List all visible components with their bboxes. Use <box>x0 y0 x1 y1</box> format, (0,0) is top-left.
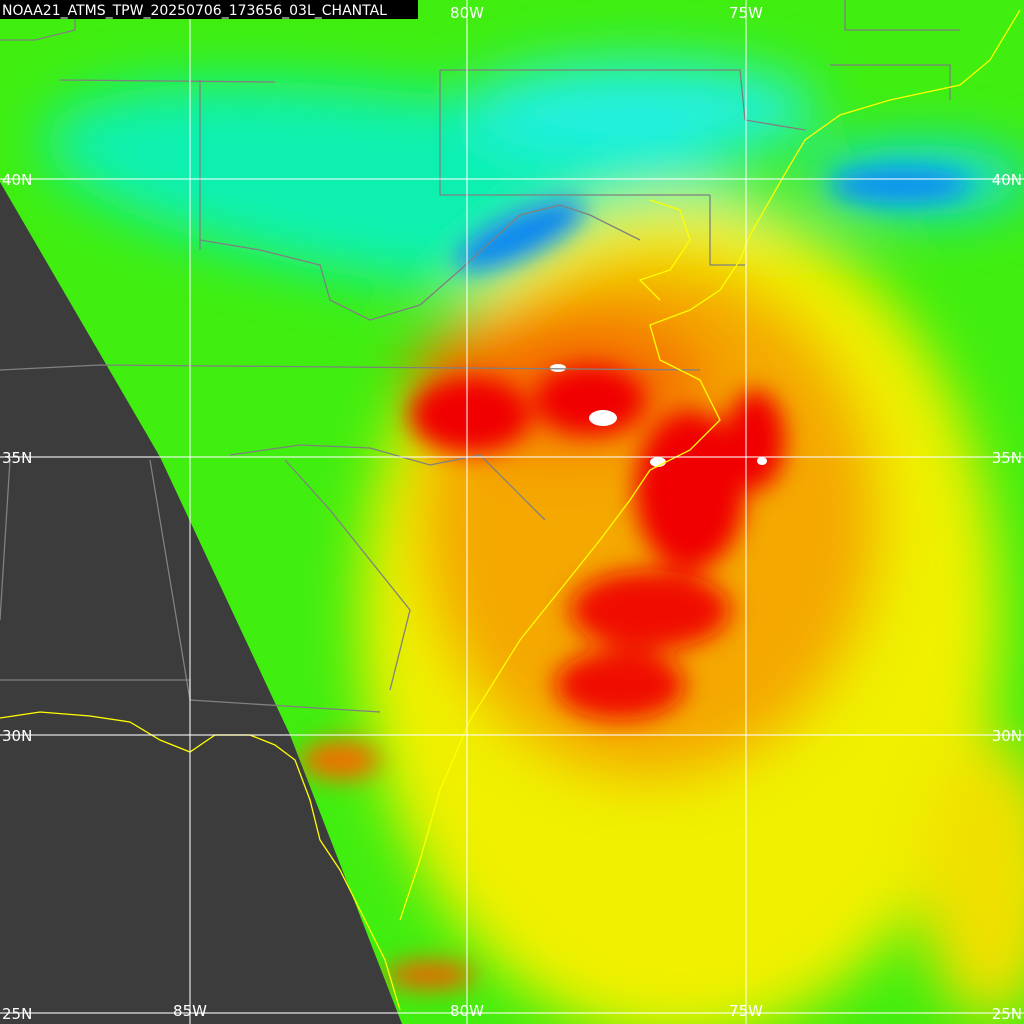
red-cell <box>535 365 645 435</box>
max-spot <box>550 364 566 372</box>
lat-label: 30N <box>2 727 32 745</box>
state-border <box>149 459 191 701</box>
state-border <box>709 195 745 266</box>
red-cell <box>725 390 785 490</box>
no-data-area <box>0 182 402 1024</box>
yellow-zone <box>920 740 1024 1020</box>
state-border <box>830 64 951 100</box>
lat-label: 30N <box>992 727 1022 745</box>
coastline <box>0 711 401 1011</box>
dry-spot <box>455 199 585 271</box>
moist-band <box>460 60 820 160</box>
lat-label: 25N <box>2 1005 32 1023</box>
red-cell <box>410 377 530 453</box>
borders <box>0 0 960 713</box>
red-cell <box>570 570 730 650</box>
state-border <box>0 459 11 621</box>
red-cell <box>635 410 745 570</box>
lat-label: 25N <box>992 1005 1022 1023</box>
max-spot <box>589 410 617 426</box>
lon-label: 75W <box>729 4 763 22</box>
lon-label: 80W <box>450 1002 484 1020</box>
lat-label: 40N <box>992 171 1022 189</box>
red-cell <box>300 740 380 780</box>
title: NOAA21_ATMS_TPW_20250706_173656_03L_CHAN… <box>2 3 387 19</box>
state-border <box>199 204 641 321</box>
coastlines <box>0 9 1021 1011</box>
lat-label: 35N <box>992 449 1022 467</box>
lon-label: 75W <box>729 1002 763 1020</box>
max-spot <box>757 457 767 465</box>
coastline <box>399 9 1021 921</box>
state-border <box>284 459 411 691</box>
lat-label: 35N <box>2 449 32 467</box>
state-border <box>439 70 710 196</box>
title-box <box>0 0 418 19</box>
red-cell <box>385 961 475 989</box>
lat-label: 40N <box>2 171 32 189</box>
lon-label: 80W <box>450 4 484 22</box>
state-border <box>59 79 276 83</box>
state-border <box>0 364 701 371</box>
state-border <box>440 69 806 131</box>
red-cell <box>555 650 685 720</box>
state-border <box>844 0 960 31</box>
tpw-core <box>300 167 970 989</box>
coastline <box>638 199 691 301</box>
lon-label: 85W <box>173 1002 207 1020</box>
dry-spot <box>830 167 970 203</box>
